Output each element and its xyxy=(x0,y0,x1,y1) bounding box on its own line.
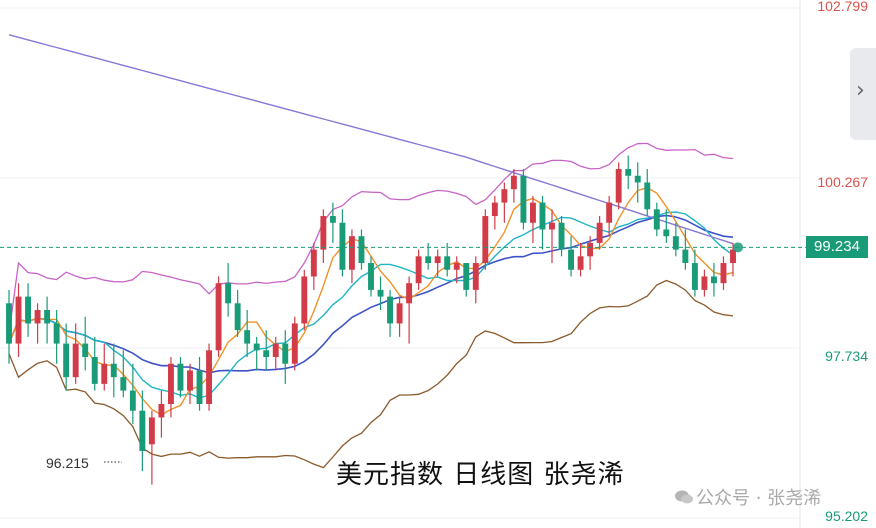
candle-body xyxy=(196,370,203,405)
candle-body xyxy=(15,296,22,344)
candle-body xyxy=(596,222,603,243)
candle-body xyxy=(377,289,384,297)
candle-body xyxy=(701,276,708,290)
ma-fast-line xyxy=(8,187,734,416)
candle-body xyxy=(682,249,689,264)
candle-body xyxy=(625,169,632,176)
candle-body xyxy=(634,175,641,183)
candle-body xyxy=(615,169,622,203)
candle-body xyxy=(568,249,575,270)
candle-body xyxy=(177,363,184,391)
candle-body xyxy=(644,182,651,210)
candle-body xyxy=(539,202,546,230)
candle-body xyxy=(82,343,89,358)
candle-body xyxy=(368,263,374,290)
candle-body xyxy=(653,209,660,230)
candle-body xyxy=(348,236,355,270)
candle-body xyxy=(358,236,365,264)
candle-body xyxy=(710,276,717,284)
candle-body xyxy=(120,377,127,391)
chevron-right-icon: › xyxy=(856,78,865,103)
candle-body xyxy=(691,263,698,290)
wechat-icon xyxy=(674,489,693,504)
candle-body xyxy=(558,222,565,250)
candle-body xyxy=(63,343,70,378)
candle-body xyxy=(472,263,479,290)
candle-body xyxy=(510,175,517,190)
candle-body xyxy=(72,343,79,378)
candle-body xyxy=(215,283,222,351)
candle-body xyxy=(453,263,460,270)
y-tick-label: 100.267 xyxy=(817,174,868,190)
candle-body xyxy=(44,310,51,324)
candle-body xyxy=(730,249,736,264)
candle-body xyxy=(396,303,403,324)
candle-body xyxy=(329,216,336,223)
candle-body xyxy=(110,363,117,378)
candle-body xyxy=(672,236,679,250)
candle-body xyxy=(406,283,413,304)
candle-body xyxy=(263,350,270,358)
candle-body xyxy=(129,390,136,411)
candle-body xyxy=(463,263,470,290)
watermark-text: 公众号 · 张尧浠 xyxy=(696,488,822,509)
candle-body xyxy=(301,276,308,324)
candle-body xyxy=(577,256,584,270)
candle-body xyxy=(91,357,98,384)
candle-body xyxy=(34,310,41,324)
candle-body xyxy=(244,330,251,344)
current-price-marker xyxy=(733,242,743,253)
candle-body xyxy=(148,417,155,445)
y-tick-label: 95.202 xyxy=(825,508,868,524)
bollinger-lower-line xyxy=(8,279,734,469)
candle-body xyxy=(444,256,451,270)
candle-body xyxy=(425,256,432,264)
candle-body xyxy=(291,323,298,364)
candle-body xyxy=(310,249,317,277)
chart-title: 美元指数 日线图 张尧浠 xyxy=(336,460,625,490)
candle-body xyxy=(587,242,594,257)
candle-body xyxy=(158,404,165,418)
candle-body xyxy=(339,222,346,270)
candle-body xyxy=(549,222,555,230)
candle-body xyxy=(434,256,441,264)
candle-body xyxy=(282,343,289,364)
ma-long-line xyxy=(8,34,734,245)
candle-body xyxy=(253,343,260,351)
candle-body xyxy=(482,216,489,264)
low-price-label: 96.215 xyxy=(46,455,89,471)
y-tick-label: 102.799 xyxy=(817,0,868,14)
candle-body xyxy=(529,202,536,223)
candle-body xyxy=(520,175,527,223)
watermark: 公众号 · 张尧浠 xyxy=(674,484,821,510)
candle-body xyxy=(187,370,193,391)
candle-body xyxy=(6,303,12,344)
candle-body xyxy=(225,283,232,304)
candle-body xyxy=(320,216,327,250)
side-panel-toggle[interactable]: › xyxy=(850,48,876,140)
candle-body xyxy=(606,202,613,223)
candle-body xyxy=(167,363,174,405)
candle-body xyxy=(139,410,146,452)
current-price-badge: 99.234 xyxy=(806,236,868,259)
candle-body xyxy=(387,296,394,324)
candle-body xyxy=(101,363,108,384)
bollinger-upper-line xyxy=(8,142,734,334)
candle-body xyxy=(53,323,60,344)
candle-body xyxy=(663,229,670,237)
candle-body xyxy=(501,189,508,203)
ma-slow-line xyxy=(8,214,734,374)
y-tick-label: 97.734 xyxy=(825,348,868,364)
candle-body xyxy=(491,202,498,217)
candle-body xyxy=(720,263,727,284)
candle-body xyxy=(415,256,422,284)
candle-body xyxy=(234,303,241,331)
ma-mid-line xyxy=(8,211,734,399)
candle-body xyxy=(206,350,213,405)
candle-body xyxy=(272,343,279,358)
candle-body xyxy=(25,296,32,324)
